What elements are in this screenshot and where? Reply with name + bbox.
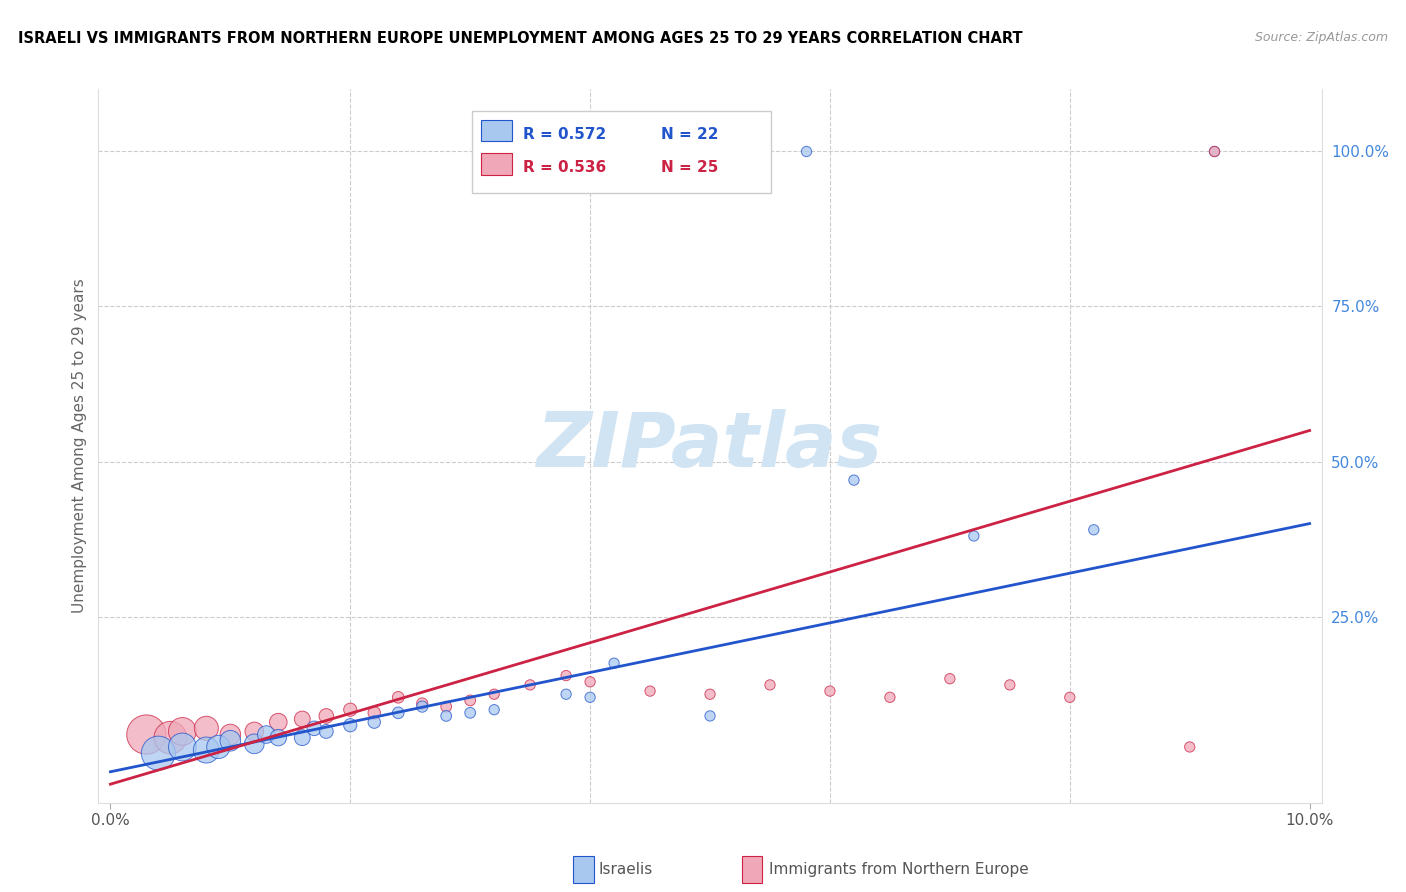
Point [267,715,290,730]
Point [243,737,266,751]
FancyBboxPatch shape [481,153,512,175]
Point [135,727,157,741]
Text: R = 0.572: R = 0.572 [523,127,606,142]
Point [482,703,505,717]
Point [482,687,505,701]
Point [363,706,385,720]
Point [759,678,782,692]
Text: Source: ZipAtlas.com: Source: ZipAtlas.com [1254,31,1388,45]
Point [879,690,901,705]
Point [363,715,385,730]
Text: ZIPatlas: ZIPatlas [537,409,883,483]
Point [842,473,865,487]
Point [411,697,433,711]
Point [159,731,181,745]
Point [818,684,841,698]
Point [195,743,218,757]
Point [939,672,962,686]
Point [339,718,361,732]
FancyBboxPatch shape [481,120,512,141]
Point [963,529,986,543]
Point [603,656,626,670]
Point [1202,145,1225,159]
Point [411,699,433,714]
Point [291,712,314,726]
Point [519,678,541,692]
Point [579,674,602,689]
Point [267,731,290,745]
Point [434,709,457,723]
Point [254,727,277,741]
Point [219,733,242,747]
Point [638,684,661,698]
Point [172,724,194,739]
Point [315,724,337,739]
Text: R = 0.536: R = 0.536 [523,161,606,175]
Text: Immigrants from Northern Europe: Immigrants from Northern Europe [769,863,1029,877]
Point [699,709,721,723]
Point [219,727,242,741]
Point [1178,739,1201,754]
Point [207,739,229,754]
Y-axis label: Unemployment Among Ages 25 to 29 years: Unemployment Among Ages 25 to 29 years [72,278,87,614]
Point [458,693,481,707]
Point [195,722,218,736]
Point [1083,523,1105,537]
Point [1059,690,1081,705]
Point [579,690,602,705]
Text: N = 25: N = 25 [661,161,718,175]
Point [339,703,361,717]
Text: Israelis: Israelis [599,863,654,877]
Point [387,690,409,705]
Point [387,706,409,720]
Text: ISRAELI VS IMMIGRANTS FROM NORTHERN EUROPE UNEMPLOYMENT AMONG AGES 25 TO 29 YEAR: ISRAELI VS IMMIGRANTS FROM NORTHERN EURO… [18,31,1024,46]
Point [998,678,1021,692]
Point [315,709,337,723]
Point [172,739,194,754]
Point [555,668,578,682]
Point [243,724,266,739]
Point [699,687,721,701]
Point [304,722,326,736]
Point [148,746,170,760]
FancyBboxPatch shape [471,111,772,193]
Point [794,145,817,159]
Point [434,699,457,714]
Point [555,687,578,701]
Text: N = 22: N = 22 [661,127,718,142]
Point [1202,145,1225,159]
Point [458,706,481,720]
Point [291,731,314,745]
